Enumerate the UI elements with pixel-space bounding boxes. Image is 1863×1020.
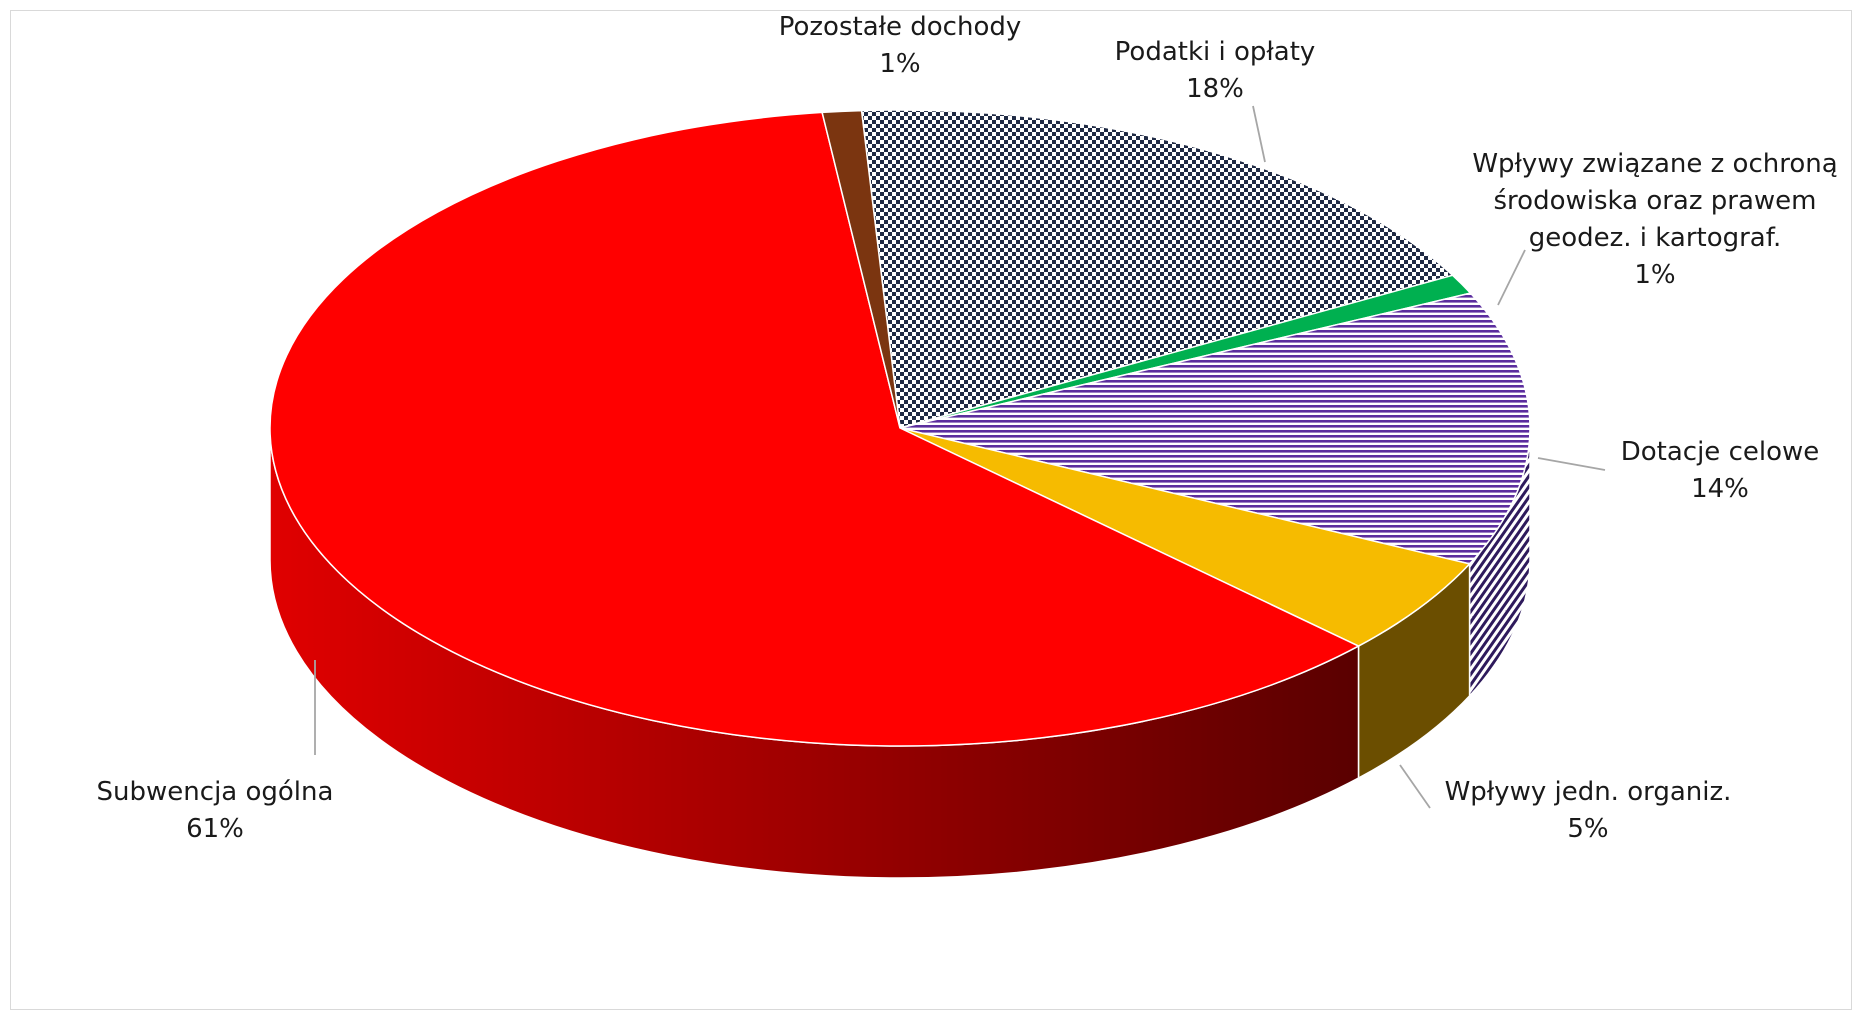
slice-3: [899, 427, 1472, 647]
pie-top-faces: [269, 109, 1531, 747]
slice-name-1: geodez. i kartograf.: [1529, 223, 1782, 253]
leader-line-0: [1252, 105, 1266, 163]
slice-label-4: Subwencja ogólna 61%: [97, 777, 334, 844]
slice-label-2: Dotacje celowe 14%: [1621, 437, 1820, 504]
slice-labels: Podatki i opłaty 18% Wpływy związane z och…: [97, 12, 1838, 844]
slice-name-3: Wpływy jedn. organiz.: [1445, 777, 1732, 807]
slice-label-5: Pozostałe dochody 1%: [779, 12, 1022, 79]
slice-name-1: Wpływy związane z ochroną: [1472, 149, 1837, 179]
pie-side-walls: [269, 427, 1531, 879]
slice-name-5: Pozostałe dochody: [779, 12, 1022, 42]
slice-label-1: Wpływy związane z ochroną środowiska oraz…: [1472, 149, 1837, 290]
slice-label-0: Podatki i opłaty 18%: [1115, 37, 1316, 104]
slice-5: [821, 109, 901, 429]
leader-line-3: [1399, 764, 1431, 809]
slice-name-1: środowiska oraz prawem: [1494, 186, 1817, 216]
slice-percent-3: 5%: [1567, 814, 1608, 844]
slice-percent-1: 1%: [1634, 260, 1675, 290]
slice-percent-5: 1%: [879, 49, 920, 79]
leader-lines: [314, 105, 1606, 809]
slice-percent-0: 18%: [1186, 74, 1244, 104]
slice-name-2: Dotacje celowe: [1621, 437, 1820, 467]
slice-4: [269, 111, 1361, 747]
leader-line-2: [1537, 457, 1606, 471]
slice-name-0: Podatki i opłaty: [1115, 37, 1316, 67]
leader-line-1: [1497, 249, 1526, 306]
slice-percent-2: 14%: [1691, 474, 1749, 504]
slice-2: [899, 292, 1531, 565]
slice-0: [860, 109, 1455, 429]
slice-percent-4: 61%: [186, 814, 244, 844]
slice-label-3: Wpływy jedn. organiz. 5%: [1445, 777, 1732, 844]
slice-name-4: Subwencja ogólna: [97, 777, 334, 807]
